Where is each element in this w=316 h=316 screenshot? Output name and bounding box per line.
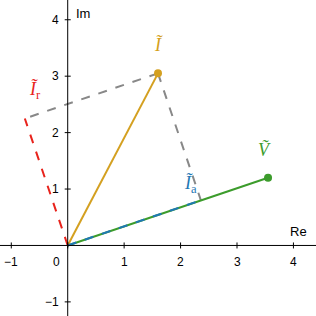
svg-text:Ĩ: Ĩ [154,35,163,55]
svg-text:1: 1 [121,255,128,269]
svg-text:3: 3 [234,255,241,269]
svg-text:0: 0 [53,255,60,269]
svg-text:2: 2 [177,255,184,269]
svg-text:Im: Im [76,6,90,21]
svg-text:Ĩ​r​: Ĩ​r​ [29,79,41,102]
svg-text:3: 3 [52,69,59,83]
svg-text:4: 4 [290,255,297,269]
svg-text:4: 4 [52,13,59,27]
svg-text:1: 1 [52,182,59,196]
svg-text:Ĩ​a​: Ĩ​a​ [184,173,197,196]
svg-text:2: 2 [52,126,59,140]
svg-text:Ṽ: Ṽ [258,140,271,160]
svg-text:Re: Re [290,224,307,239]
svg-text:−1: −1 [45,295,59,309]
svg-text:−1: −1 [4,255,18,269]
